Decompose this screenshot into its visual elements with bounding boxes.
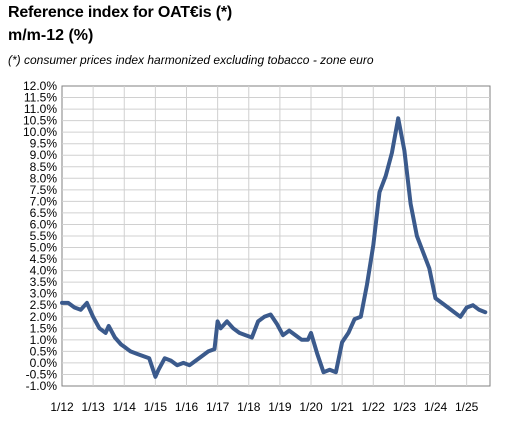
x-tick-label: 1/23 xyxy=(393,400,417,414)
x-tick-label: 1/19 xyxy=(268,400,292,414)
y-tick-label: 1.5% xyxy=(30,321,58,335)
y-tick-label: 9.5% xyxy=(30,137,58,151)
x-tick-label: 1/15 xyxy=(144,400,168,414)
y-tick-label: -1.0% xyxy=(26,379,58,393)
y-tick-label: 3.5% xyxy=(30,275,58,289)
y-tick-label: 12.0% xyxy=(23,79,57,93)
y-tick-label: 8.0% xyxy=(30,171,58,185)
y-tick-label: 4.5% xyxy=(30,252,58,266)
x-tick-label: 1/21 xyxy=(330,400,354,414)
y-axis-ticks: 12.0%11.5%11.0%10.5%10.0%9.5%9.0%8.5%8.0… xyxy=(23,79,57,393)
chart-title: Reference index for OAT€is (*) xyxy=(8,4,232,21)
y-tick-label: 2.0% xyxy=(30,310,58,324)
y-tick-label: 2.5% xyxy=(30,298,58,312)
x-tick-label: 1/17 xyxy=(206,400,230,414)
y-tick-label: 8.5% xyxy=(30,160,58,174)
y-tick-label: 10.0% xyxy=(23,125,57,139)
y-tick-label: 5.0% xyxy=(30,241,58,255)
x-tick-label: 1/25 xyxy=(455,400,479,414)
x-tick-label: 1/18 xyxy=(237,400,261,414)
x-tick-label: 1/24 xyxy=(424,400,448,414)
chart-footnote: (*) consumer prices index harmonized exc… xyxy=(8,53,374,67)
x-tick-label: 1/13 xyxy=(81,400,105,414)
gridlines xyxy=(62,86,490,386)
y-tick-label: 5.5% xyxy=(30,229,58,243)
y-tick-label: 3.0% xyxy=(30,287,58,301)
x-axis-ticks: 1/12 1/13 1/14 1/15 1/16 1/17 1/18 1/19 1/20 1/21… xyxy=(50,400,478,414)
x-tick-label: 1/16 xyxy=(175,400,199,414)
x-tick-label: 1/20 xyxy=(299,400,323,414)
y-tick-label: 1.0% xyxy=(30,333,58,347)
chart-subtitle: m/m-12 (%) xyxy=(8,27,94,44)
y-tick-label: 11.0% xyxy=(24,102,57,116)
y-tick-label: 6.5% xyxy=(30,206,58,220)
x-tick-label: 1/14 xyxy=(113,400,137,414)
x-tick-label: 1/22 xyxy=(362,400,386,414)
x-tick-label: 1/12 xyxy=(50,400,74,414)
y-tick-label: 7.0% xyxy=(30,194,58,208)
y-tick-label: -0.5% xyxy=(26,367,58,381)
y-tick-label: 0.5% xyxy=(30,344,58,358)
series-line xyxy=(60,116,488,379)
y-tick-label: 10.5% xyxy=(23,114,57,128)
y-tick-label: 7.5% xyxy=(30,183,58,197)
y-tick-label: 4.0% xyxy=(30,264,58,278)
y-tick-label: 0.0% xyxy=(30,356,58,370)
y-tick-label: 11.5% xyxy=(24,91,57,105)
y-tick-label: 9.0% xyxy=(30,148,58,162)
y-tick-label: 6.0% xyxy=(30,217,58,231)
